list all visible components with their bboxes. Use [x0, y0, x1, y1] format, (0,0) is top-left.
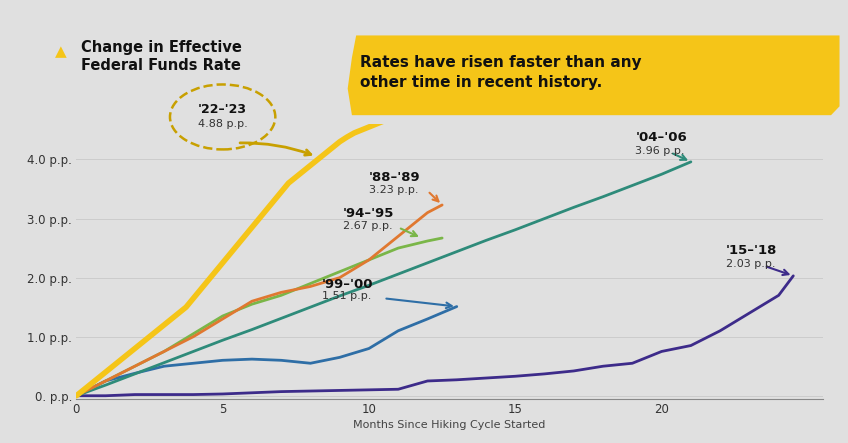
Text: Rates have risen faster than any
other time in recent history.: Rates have risen faster than any other t…: [360, 55, 642, 90]
Text: 3.96 p.p.: 3.96 p.p.: [635, 146, 685, 155]
Text: '99–'00: '99–'00: [322, 278, 374, 291]
Text: '94–'95: '94–'95: [343, 207, 394, 220]
Text: Change in Effective
Federal Funds Rate: Change in Effective Federal Funds Rate: [81, 40, 242, 74]
X-axis label: Months Since Hiking Cycle Started: Months Since Hiking Cycle Started: [354, 420, 545, 430]
Text: 4.88 p.p.: 4.88 p.p.: [198, 119, 248, 129]
Text: 1.51 p.p.: 1.51 p.p.: [322, 291, 371, 302]
Text: 2.03 p.p.: 2.03 p.p.: [726, 259, 775, 269]
Text: '22–'23: '22–'23: [198, 103, 247, 117]
Text: '04–'06: '04–'06: [635, 131, 687, 144]
Text: 2.67 p.p.: 2.67 p.p.: [343, 221, 393, 231]
Text: '88–'89: '88–'89: [369, 171, 421, 184]
Text: '15–'18: '15–'18: [726, 244, 778, 257]
Text: 3.23 p.p.: 3.23 p.p.: [369, 185, 418, 195]
Text: ▲: ▲: [55, 44, 67, 59]
